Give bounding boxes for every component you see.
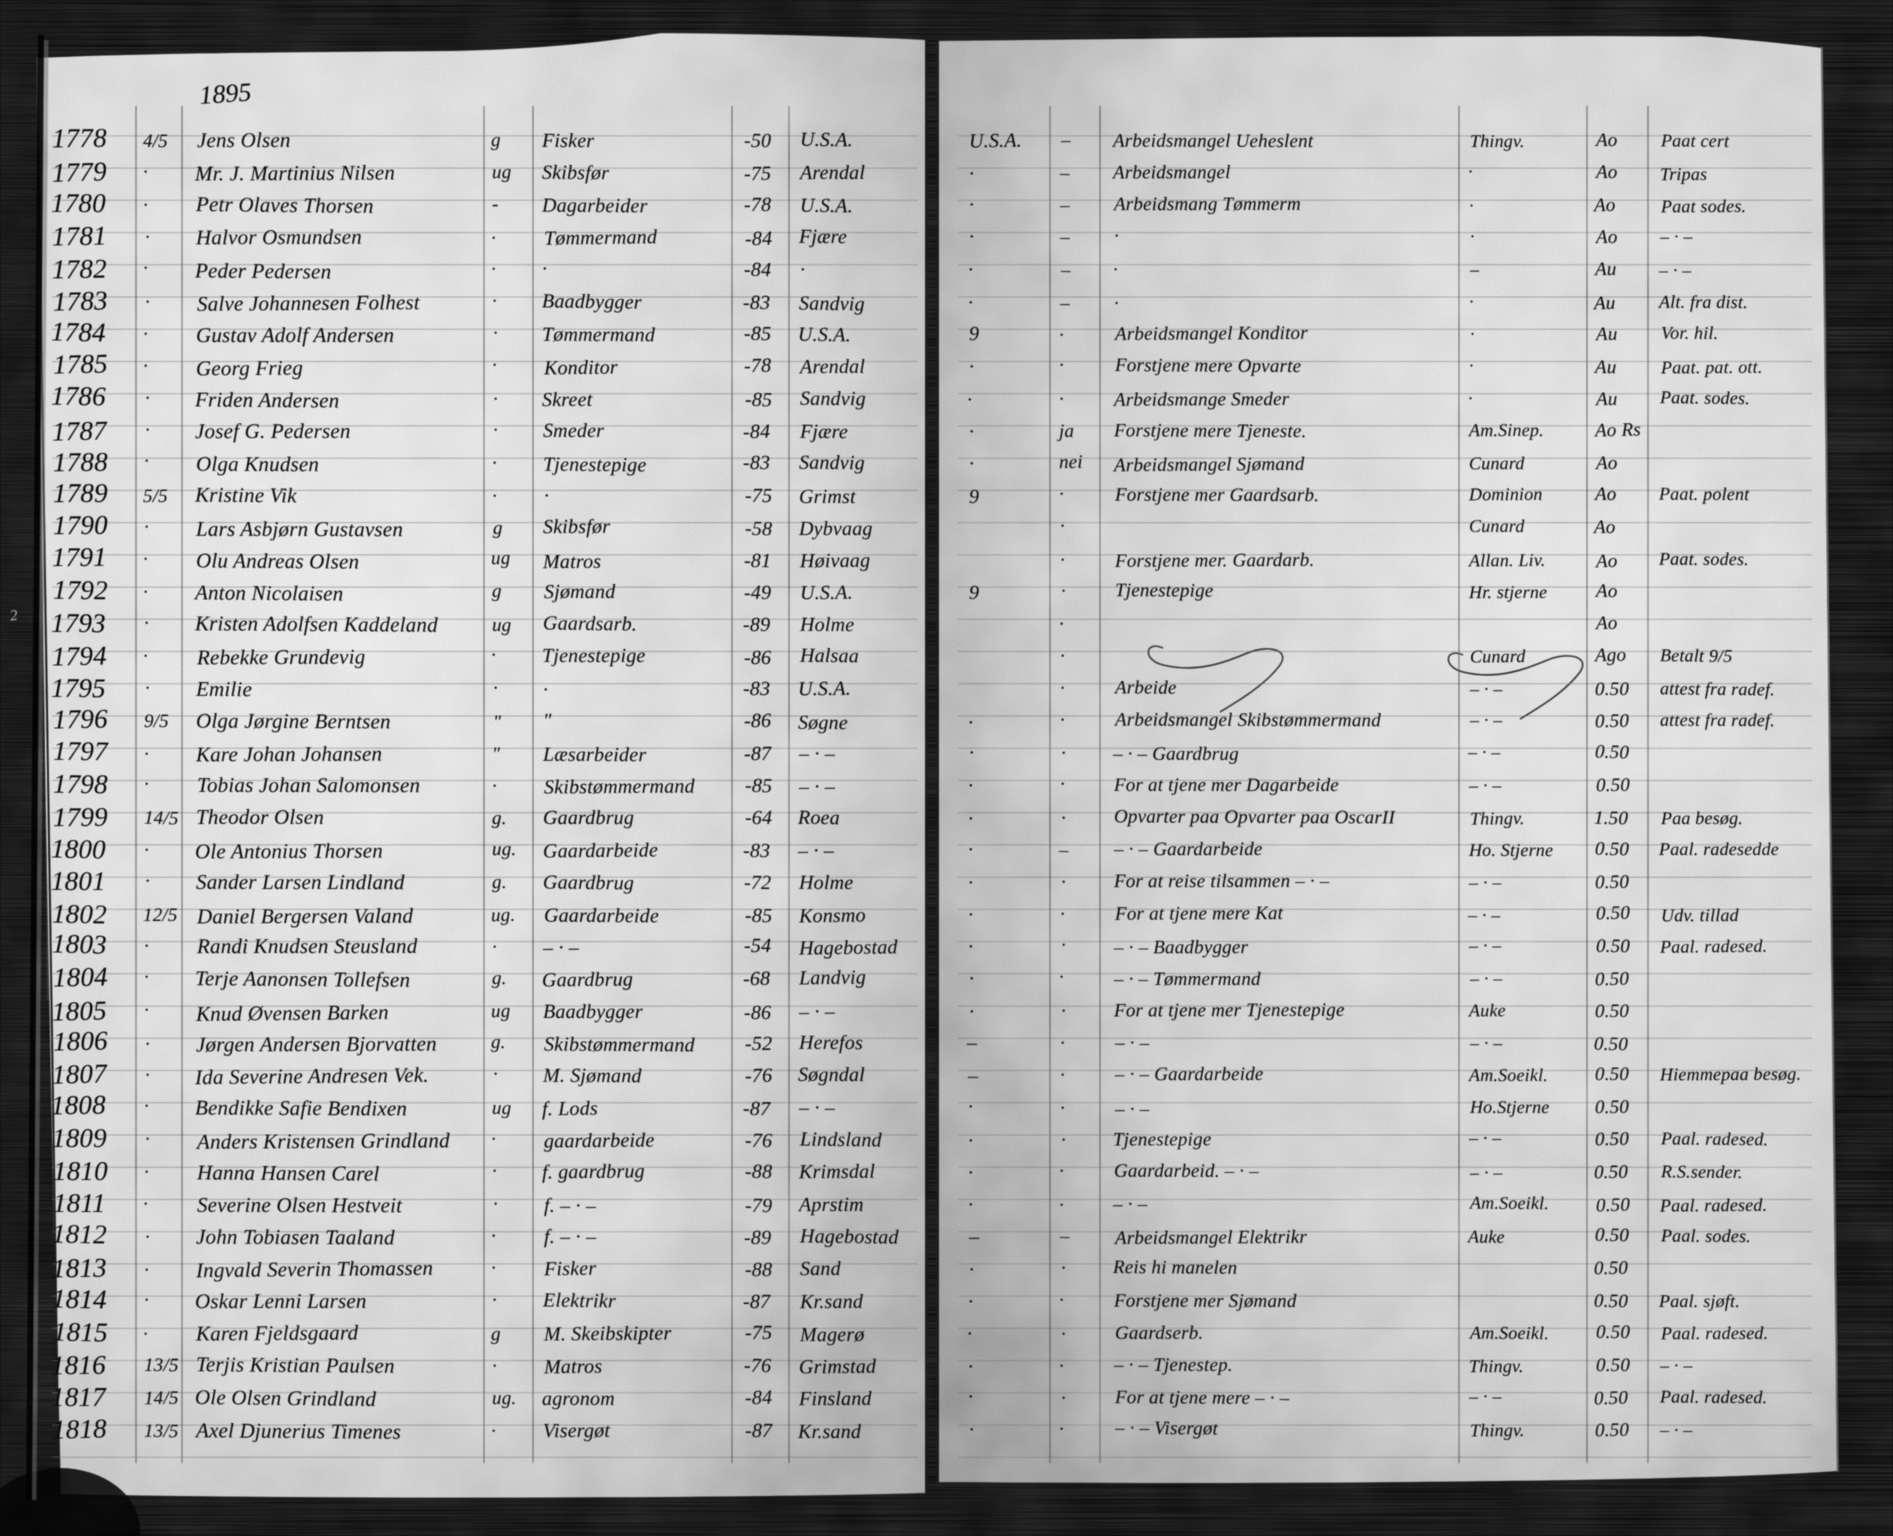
svg-text:1895: 1895 [198, 77, 252, 110]
